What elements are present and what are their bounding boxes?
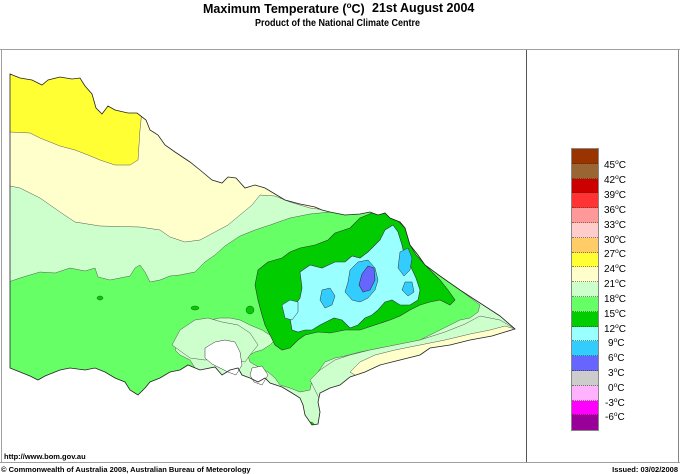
legend-swatch <box>572 370 598 386</box>
legend-label: 27oC <box>604 248 626 260</box>
legend-label: 30oC <box>604 234 626 246</box>
chart-subtitle: Product of the National Climate Centre <box>255 18 421 29</box>
legend-label: 21oC <box>604 278 626 290</box>
legend-label: 3oC <box>608 367 625 379</box>
temperature-map <box>9 73 516 426</box>
legend-swatch <box>572 400 598 416</box>
legend-label: -6oC <box>605 411 625 423</box>
map-frame <box>0 49 680 463</box>
legend-label: 15oC <box>604 308 626 320</box>
legend-label: 9oC <box>608 337 625 349</box>
legend-swatch <box>572 193 598 209</box>
legend-swatch <box>572 311 598 327</box>
legend-swatch <box>572 296 598 312</box>
victoria-outline <box>9 73 516 426</box>
legend-swatch <box>572 282 598 297</box>
color-legend <box>571 148 599 432</box>
legend-label: 12oC <box>604 323 626 335</box>
chart-title: Maximum Temperature (oC) 21st August 200… <box>0 1 680 17</box>
legend-swatch <box>572 267 598 283</box>
legend-swatch <box>572 326 598 342</box>
legend-swatch <box>572 385 598 401</box>
legend-label: 39oC <box>604 189 626 201</box>
legend-swatch <box>572 149 598 164</box>
contour-fill <box>10 74 515 425</box>
legend-label: 6oC <box>608 352 625 364</box>
title-date: 21st August 2004 <box>372 1 475 15</box>
legend-swatch <box>572 356 598 371</box>
legend-label: 36oC <box>604 204 626 216</box>
port-phillip-bay <box>204 339 243 376</box>
legend-swatch <box>572 163 598 179</box>
legend-label: 0oC <box>608 382 625 394</box>
legend-swatch <box>572 222 598 238</box>
legend-label: 42oC <box>604 174 626 186</box>
legend-label: -3oC <box>605 397 625 409</box>
title-text: Maximum Temperature (oC) <box>203 1 365 16</box>
legend-label: 45oC <box>604 159 626 171</box>
copyright-notice: © Commonwealth of Australia 2008, Austra… <box>1 465 251 474</box>
frame-border-left <box>1 49 2 463</box>
legend-swatch <box>572 237 598 253</box>
legend-swatch <box>572 415 598 431</box>
map-legend-divider <box>526 50 527 462</box>
source-url-link[interactable]: http://www.bom.gov.au <box>4 452 86 461</box>
legend-label: 18oC <box>604 293 626 305</box>
legend-swatch <box>572 341 598 357</box>
issued-date: Issued: 03/02/2008 <box>612 465 678 474</box>
legend-swatch <box>572 252 598 268</box>
legend-swatch <box>572 178 598 194</box>
legend-label: 24oC <box>604 263 626 275</box>
legend-swatch <box>572 208 598 223</box>
legend-label: 33oC <box>604 219 626 231</box>
frame-border-right <box>678 50 679 462</box>
